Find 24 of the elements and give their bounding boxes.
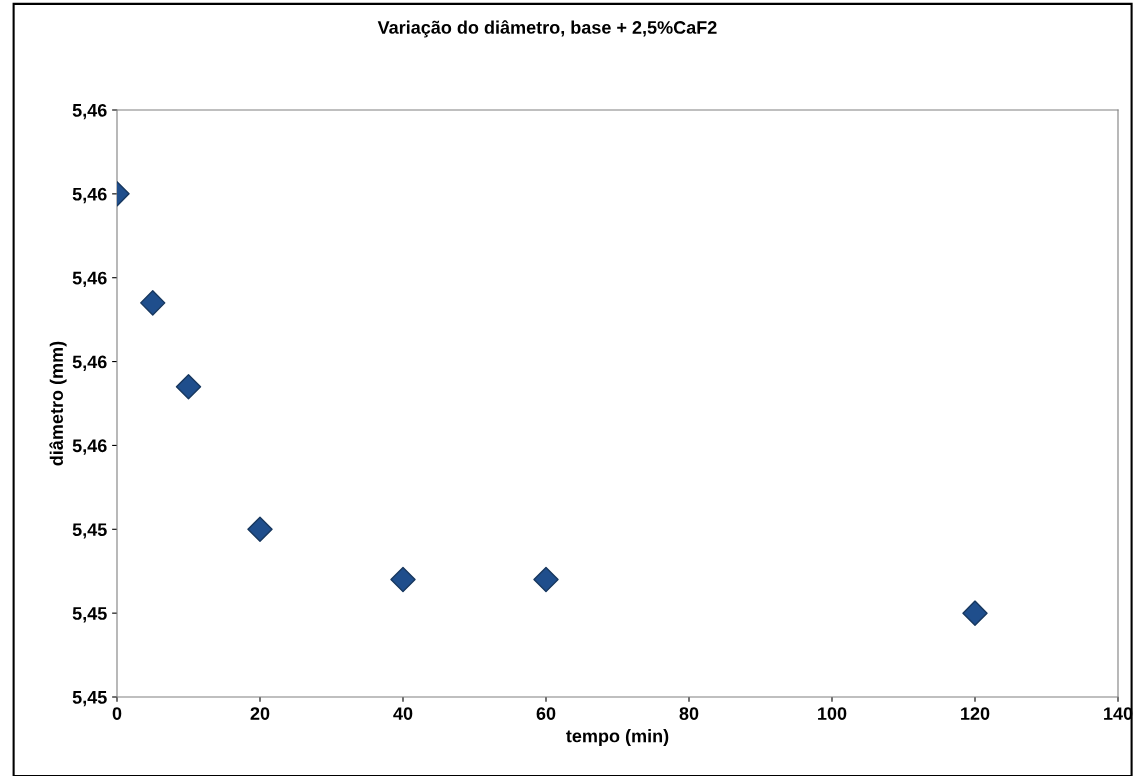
y-tick-label: 5,46: [72, 187, 107, 204]
x-tick-label: 0: [112, 707, 122, 720]
y-tick-label: 5,46: [72, 271, 107, 288]
x-tick-label: 20: [250, 707, 270, 720]
point: [247, 516, 273, 543]
y-tick-label: 5,46: [72, 103, 107, 120]
x-tick-label: 40: [393, 707, 413, 720]
chart-title: Variação do diâmetro, base + 2,5%CaF2: [377, 20, 717, 38]
y-tick-label: 5,45: [72, 607, 107, 623]
x-axis-title: tempo (min): [566, 729, 669, 746]
x-tick-label: 100: [818, 707, 847, 720]
x-tick-label: 120: [961, 707, 990, 720]
point: [533, 566, 559, 593]
y-tick-label: 5,46: [72, 355, 107, 371]
y-tick-label: 5,46: [72, 439, 107, 455]
x-tick-label: 60: [536, 707, 556, 720]
point: [962, 600, 988, 626]
point: [140, 290, 166, 316]
y-axis-title: diâmetro (mm): [49, 341, 67, 466]
x-tick-label: 80: [679, 707, 699, 720]
point: [390, 566, 416, 593]
y-tick-label: 5,45: [72, 691, 107, 707]
point: [175, 374, 202, 400]
y-tick-label: 5,45: [72, 523, 107, 539]
